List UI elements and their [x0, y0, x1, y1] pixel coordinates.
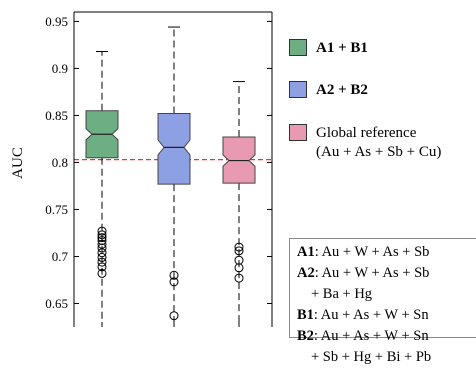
box-body — [157, 113, 191, 185]
outlier-point — [169, 277, 179, 287]
box-plot: 0.65 0.7 0.75 0.8 0.85 0.9 0.95 AUC — [10, 11, 273, 327]
outlier-point — [97, 262, 107, 272]
key-row-a2-cont: + Ba + Hg — [311, 286, 373, 302]
outlier-point — [97, 243, 107, 253]
box-2 — [157, 26, 191, 327]
legend-label-global: Global reference — [316, 125, 417, 141]
y-tick-label: 0.9 — [52, 61, 68, 76]
outlier-point — [97, 230, 107, 240]
legend-item-a1b1: A1 + B1 — [289, 39, 368, 58]
outlier-point — [234, 242, 244, 252]
outlier-point — [234, 246, 244, 256]
legend-swatch-green — [289, 39, 307, 56]
box-1 — [85, 50, 119, 327]
outlier-point — [234, 263, 244, 273]
legend-item-a2b2: A2 + B2 — [289, 81, 368, 100]
outlier-point — [97, 257, 107, 267]
legend-label-a1b1: A1 + B1 — [316, 40, 368, 56]
key-row-b2: B2: Au + As + W + Sn — [297, 328, 429, 344]
y-tick-label: 0.8 — [52, 155, 68, 170]
legend-swatch-pink — [289, 124, 307, 141]
y-axis-label: AUC — [10, 147, 26, 179]
outlier-point — [97, 226, 107, 236]
outlier-point — [97, 248, 107, 258]
y-tick-label: 0.75 — [45, 202, 68, 217]
legend-label-a2b2: A2 + B2 — [316, 82, 368, 98]
key-row-a2: A2: Au + W + As + Sb — [297, 265, 430, 281]
outlier-point — [97, 268, 107, 278]
outlier-point — [169, 311, 179, 321]
outlier-point — [97, 252, 107, 262]
outlier-point — [169, 270, 179, 280]
y-tick-label: 0.7 — [52, 249, 69, 264]
box-3 — [222, 81, 256, 327]
y-tick-label: 0.85 — [45, 108, 68, 123]
legend-item-global-reference: Global reference (Au + As + Sb + Cu) — [289, 124, 441, 162]
y-tick-label: 0.95 — [45, 14, 68, 29]
y-tick-label: 0.65 — [45, 296, 68, 311]
legend-label-global-composition: (Au + As + Sb + Cu) — [316, 144, 442, 160]
key-row-b2-cont: + Sb + Hg + Bi + Pb — [311, 349, 432, 365]
outlier-point — [97, 233, 107, 243]
outlier-point — [234, 273, 244, 283]
key-row-a1: A1: Au + W + As + Sb — [297, 244, 430, 260]
element-key-box: A1: Au + W + As + Sb A2: Au + W + As + S… — [289, 238, 476, 365]
key-row-b1: B1: Au + As + W + Sn — [297, 307, 429, 323]
legend-swatch-blue — [289, 81, 307, 98]
